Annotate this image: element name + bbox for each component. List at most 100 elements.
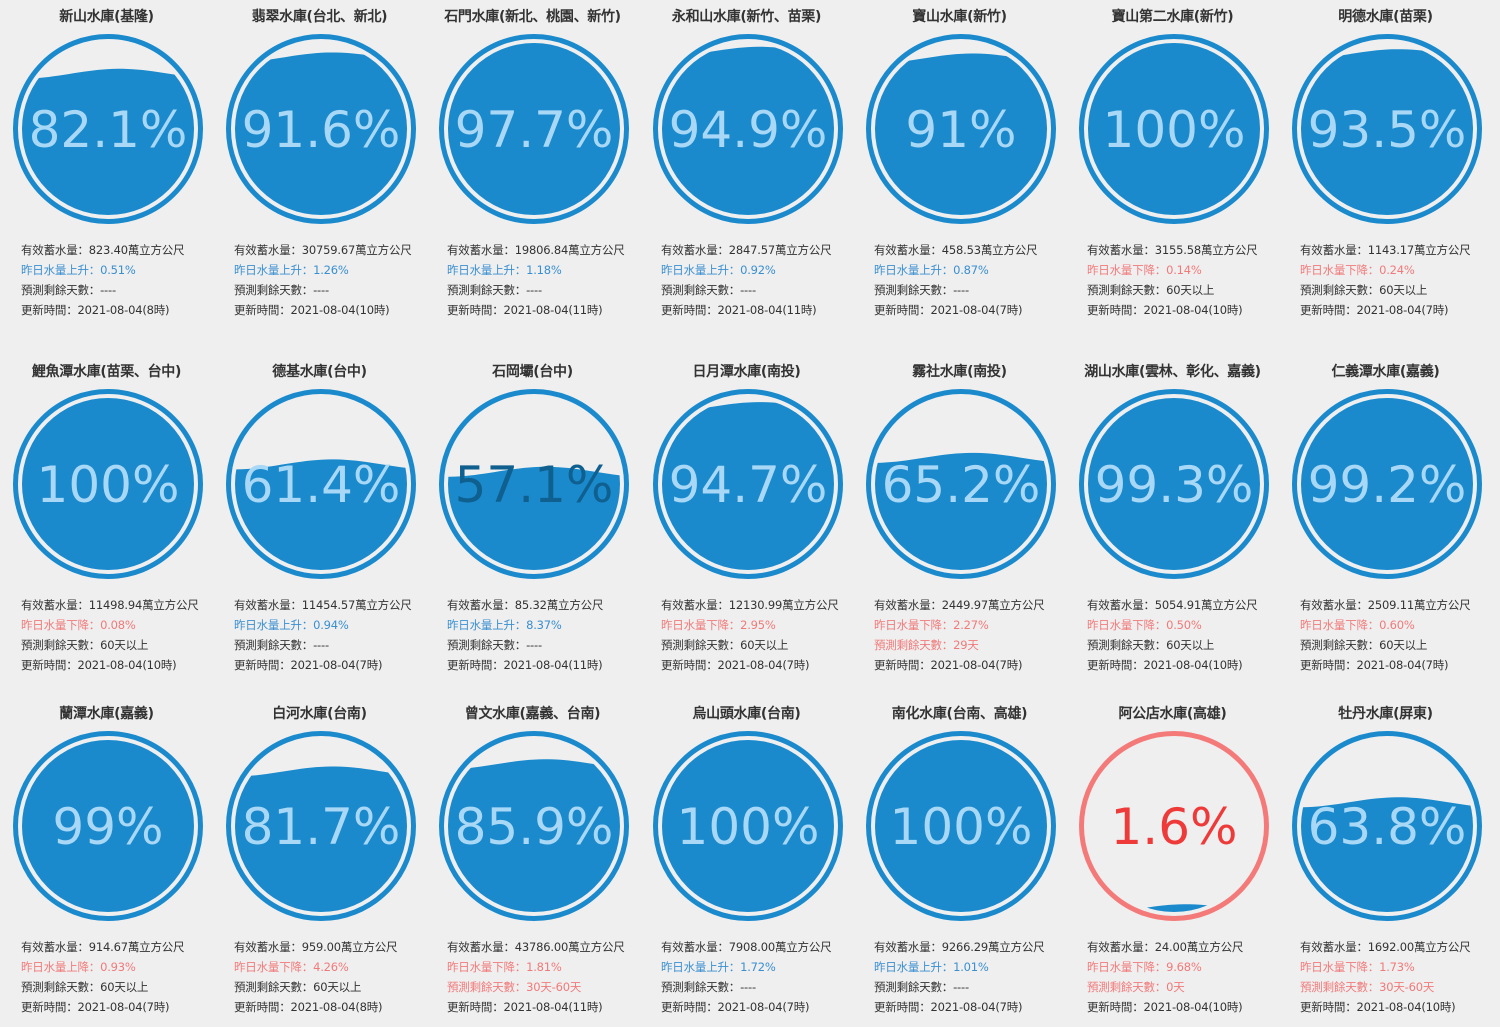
storage-volume: 有效蓄水量：2509.11萬立方公尺	[1300, 598, 1471, 612]
forecast-days: 預測剩餘天數：----	[447, 283, 542, 297]
reservoir-card: 新山水庫(基隆) 82.1% 有效蓄水量：823.40萬立方公尺 昨日水量上升：0.5…	[0, 0, 213, 355]
water-level-gauge: 1.6%	[1079, 731, 1269, 921]
gauge-ring	[866, 389, 1056, 579]
gauge-ring	[13, 731, 203, 921]
reservoir-info: 有效蓄水量：959.00萬立方公尺 昨日水量下降：4.26% 預測剩餘天數：60天以…	[234, 937, 424, 1017]
reservoir-name: 明德水庫(苗栗)	[1338, 9, 1433, 25]
water-fill	[448, 43, 620, 215]
forecast-days: 預測剩餘天數：30天-60天	[447, 980, 582, 994]
reservoir-info: 有效蓄水量：11454.57萬立方公尺 昨日水量上升：0.94% 預測剩餘天數：--…	[234, 595, 424, 675]
water-fill	[662, 740, 834, 912]
percent-label: 65.2%	[882, 456, 1041, 514]
reservoir-info: 有效蓄水量：12130.99萬立方公尺 昨日水量下降：2.95% 預測剩餘天數：60…	[661, 595, 851, 675]
reservoir-card: 曾文水庫(嘉義、台南) 85.9% 有效蓄水量：43786.00萬立方公尺 昨日水量下…	[426, 697, 639, 1027]
gauge-ring	[653, 731, 843, 921]
update-time: 更新時間：2021-08-04(7時)	[874, 1000, 1023, 1014]
reservoir-info: 有效蓄水量：914.67萬立方公尺 昨日水量上降：0.93% 預測剩餘天數：60天以…	[21, 937, 211, 1017]
water-fill	[1088, 398, 1260, 570]
reservoir-name: 南化水庫(台南、高雄)	[891, 706, 1028, 722]
percent-label: 57.1%	[455, 456, 614, 514]
daily-trend: 昨日水量下降：9.68%	[1087, 960, 1202, 974]
storage-volume: 有效蓄水量：7908.00萬立方公尺	[661, 940, 832, 954]
update-time: 更新時間：2021-08-04(8時)	[234, 1000, 383, 1014]
reservoir-info: 有效蓄水量：2847.57萬立方公尺 昨日水量上升：0.92% 預測剩餘天數：---…	[661, 240, 851, 320]
daily-trend: 昨日水量下降：4.26%	[234, 960, 349, 974]
reservoir-card: 寶山第二水庫(新竹) 100% 有效蓄水量：3155.58萬立方公尺 昨日水量下降：0…	[1066, 0, 1279, 355]
update-time: 更新時間：2021-08-04(7時)	[1300, 658, 1449, 672]
storage-volume: 有效蓄水量：24.00萬立方公尺	[1087, 940, 1244, 954]
water-fill	[1088, 43, 1260, 215]
water-fill	[22, 68, 194, 215]
percent-label: 94.9%	[669, 101, 828, 159]
percent-label: 99%	[52, 798, 163, 856]
reservoir-info: 有效蓄水量：2449.97萬立方公尺 昨日水量下降：2.27% 預測剩餘天數：29天…	[874, 595, 1064, 675]
reservoir-info: 有效蓄水量：823.40萬立方公尺 昨日水量上升：0.51% 預測剩餘天數：----…	[21, 240, 211, 320]
reservoir-name: 仁義潭水庫(嘉義)	[1331, 364, 1440, 380]
storage-volume: 有效蓄水量：914.67萬立方公尺	[21, 940, 185, 954]
reservoir-name: 牡丹水庫(屏東)	[1338, 706, 1433, 722]
reservoir-card: 牡丹水庫(屏東) 63.8% 有效蓄水量：1692.00萬立方公尺 昨日水量下降：1.…	[1279, 697, 1492, 1027]
percent-label: 99.3%	[1095, 456, 1254, 514]
reservoir-card: 寶山水庫(新竹) 91% 有效蓄水量：458.53萬立方公尺 昨日水量上升：0.87%…	[853, 0, 1066, 355]
storage-volume: 有效蓄水量：30759.67萬立方公尺	[234, 243, 412, 257]
reservoir-name: 翡翠水庫(台北、新北)	[251, 9, 388, 25]
storage-volume: 有效蓄水量：458.53萬立方公尺	[874, 243, 1038, 257]
percent-label: 61.4%	[242, 456, 401, 514]
daily-trend: 昨日水量下降：2.95%	[661, 618, 776, 632]
reservoir-name: 新山水庫(基隆)	[59, 9, 154, 25]
water-fill	[875, 452, 1047, 570]
update-time: 更新時間：2021-08-04(7時)	[1300, 303, 1449, 317]
percent-label: 100%	[37, 456, 180, 514]
reservoir-card: 明德水庫(苗栗) 93.5% 有效蓄水量：1143.17萬立方公尺 昨日水量下降：0.…	[1279, 0, 1492, 355]
update-time: 更新時間：2021-08-04(7時)	[21, 1000, 170, 1014]
reservoir-info: 有效蓄水量：1692.00萬立方公尺 昨日水量下降：1.73% 預測剩餘天數：30天…	[1300, 937, 1490, 1017]
percent-label: 1.6%	[1110, 798, 1237, 856]
daily-trend: 昨日水量下降：0.60%	[1300, 618, 1415, 632]
forecast-days: 預測剩餘天數：60天以上	[1300, 638, 1428, 652]
daily-trend: 昨日水量下降：0.14%	[1087, 263, 1202, 277]
percent-label: 100%	[677, 798, 820, 856]
storage-volume: 有效蓄水量：1692.00萬立方公尺	[1300, 940, 1471, 954]
gauge-ring	[439, 389, 629, 579]
storage-volume: 有效蓄水量：823.40萬立方公尺	[21, 243, 185, 257]
update-time: 更新時間：2021-08-04(11時)	[447, 1000, 603, 1014]
water-level-gauge: 100%	[13, 389, 203, 579]
update-time: 更新時間：2021-08-04(7時)	[234, 658, 383, 672]
water-level-gauge: 57.1%	[439, 389, 629, 579]
percent-label: 63.8%	[1308, 798, 1467, 856]
storage-volume: 有效蓄水量：5054.91萬立方公尺	[1087, 598, 1258, 612]
daily-trend: 昨日水量上升：0.92%	[661, 263, 776, 277]
reservoir-name: 烏山頭水庫(台南)	[692, 706, 801, 722]
reservoir-name: 永和山水庫(新竹、苗栗)	[671, 9, 822, 25]
forecast-days: 預測剩餘天數：----	[21, 283, 116, 297]
storage-volume: 有效蓄水量：11498.94萬立方公尺	[21, 598, 199, 612]
reservoir-name: 曾文水庫(嘉義、台南)	[464, 706, 601, 722]
water-level-gauge: 65.2%	[866, 389, 1056, 579]
daily-trend: 昨日水量上升：1.72%	[661, 960, 776, 974]
water-level-gauge: 91.6%	[226, 34, 416, 224]
water-level-gauge: 91%	[866, 34, 1056, 224]
forecast-days: 預測剩餘天數：----	[661, 980, 756, 994]
daily-trend: 昨日水量上升：1.26%	[234, 263, 349, 277]
water-level-gauge: 100%	[866, 731, 1056, 921]
reservoir-info: 有效蓄水量：1143.17萬立方公尺 昨日水量下降：0.24% 預測剩餘天數：60天…	[1300, 240, 1490, 320]
percent-label: 82.1%	[29, 101, 188, 159]
reservoir-info: 有效蓄水量：7908.00萬立方公尺 昨日水量上升：1.72% 預測剩餘天數：---…	[661, 937, 851, 1017]
storage-volume: 有效蓄水量：3155.58萬立方公尺	[1087, 243, 1258, 257]
reservoir-info: 有效蓄水量：9266.29萬立方公尺 昨日水量上升：1.01% 預測剩餘天數：---…	[874, 937, 1064, 1017]
reservoir-name: 蘭潭水庫(嘉義)	[59, 706, 154, 722]
update-time: 更新時間：2021-08-04(10時)	[1087, 658, 1243, 672]
update-time: 更新時間：2021-08-04(7時)	[661, 658, 810, 672]
forecast-days: 預測剩餘天數：----	[874, 980, 969, 994]
reservoir-card: 南化水庫(台南、高雄) 100% 有效蓄水量：9266.29萬立方公尺 昨日水量上升：…	[853, 697, 1066, 1027]
water-fill	[1301, 398, 1473, 570]
reservoir-card: 烏山頭水庫(台南) 100% 有效蓄水量：7908.00萬立方公尺 昨日水量上升：1.…	[640, 697, 853, 1027]
reservoir-info: 有效蓄水量：19806.84萬立方公尺 昨日水量上升：1.18% 預測剩餘天數：--…	[447, 240, 637, 320]
percent-label: 91.6%	[242, 101, 401, 159]
storage-volume: 有效蓄水量：9266.29萬立方公尺	[874, 940, 1045, 954]
percent-label: 81.7%	[242, 798, 401, 856]
reservoir-info: 有效蓄水量：11498.94萬立方公尺 昨日水量下降：0.08% 預測剩餘天數：60…	[21, 595, 211, 675]
water-fill	[1088, 904, 1260, 912]
water-level-gauge: 100%	[653, 731, 843, 921]
